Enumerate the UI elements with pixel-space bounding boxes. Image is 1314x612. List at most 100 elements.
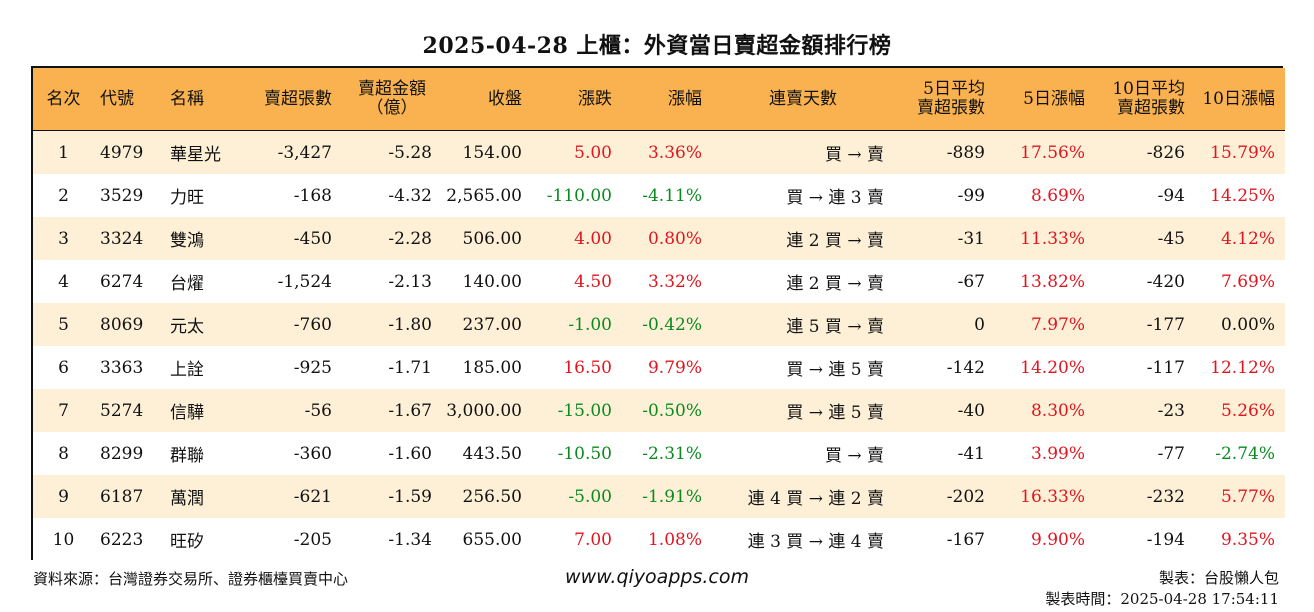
cell-streak: 連 3 買 → 連 4 賣 [712,518,894,561]
cell-sell-amount: -2.28 [342,217,442,260]
footer-source: 資料來源：台灣證券交易所、證券櫃檯買賣中心 [33,570,349,588]
cell-close: 3,000.00 [442,389,532,432]
cell-pct: -2.31% [622,432,712,475]
cell-pct: -0.42% [622,303,712,346]
cell-name: 萬潤 [164,475,246,518]
cell-sell-shares: -56 [246,389,342,432]
cell-pct: 3.36% [622,130,712,174]
cell-streak: 買 → 連 3 賣 [712,174,894,217]
header-avg10: 10日平均 賣超張數 [1095,68,1195,131]
cell-pct5: 14.20% [995,346,1095,389]
cell-pct5: 17.56% [995,130,1095,174]
cell-pct: -4.11% [622,174,712,217]
cell-sell-shares: -1,524 [246,260,342,303]
cell-avg10: -77 [1095,432,1195,475]
cell-avg10: -232 [1095,475,1195,518]
cell-pct10: 4.12% [1195,217,1285,260]
cell-pct5: 11.33% [995,217,1095,260]
header-name: 名稱 [164,68,246,131]
cell-close: 256.50 [442,475,532,518]
table-row: 6 3363 上詮 -925 -1.71 185.00 16.50 9.79% 買 → 連 5 … [33,346,1285,389]
cell-code: 3529 [94,174,164,217]
cell-pct5: 7.97% [995,303,1095,346]
cell-pct5: 3.99% [995,432,1095,475]
cell-code: 6274 [94,260,164,303]
cell-change: 5.00 [532,130,622,174]
cell-change: -10.50 [532,432,622,475]
cell-streak: 買 → 連 5 賣 [712,346,894,389]
header-pct10: 10日漲幅 [1195,68,1285,131]
cell-pct10: 5.77% [1195,475,1285,518]
cell-streak: 買 → 連 5 賣 [712,389,894,432]
cell-rank: 10 [33,518,94,561]
cell-streak: 連 2 買 → 賣 [712,217,894,260]
cell-name: 力旺 [164,174,246,217]
cell-change: -1.00 [532,303,622,346]
header-sell-amount-line2: （億） [366,98,418,118]
cell-change: -110.00 [532,174,622,217]
header-sell-shares: 賣超張數 [246,68,342,131]
cell-avg5: -67 [894,260,995,303]
cell-sell-shares: -621 [246,475,342,518]
cell-change: -5.00 [532,475,622,518]
ranking-table: 名次 代號 名稱 賣超張數 賣超金額 （億） 收盤 漲跌 漲幅 連賣天數 5日平… [31,66,1285,561]
cell-rank: 9 [33,475,94,518]
cell-avg10: -177 [1095,303,1195,346]
cell-sell-shares: -205 [246,518,342,561]
cell-rank: 6 [33,346,94,389]
cell-close: 506.00 [442,217,532,260]
cell-change: 7.00 [532,518,622,561]
cell-sell-shares: -3,427 [246,130,342,174]
cell-pct10: 5.26% [1195,389,1285,432]
cell-pct: 9.79% [622,346,712,389]
cell-pct10: 15.79% [1195,130,1285,174]
header-sell-amount: 賣超金額 （億） [342,68,442,131]
cell-avg5: -202 [894,475,995,518]
cell-pct: -0.50% [622,389,712,432]
cell-avg5: -167 [894,518,995,561]
cell-avg10: -117 [1095,346,1195,389]
footer-author: 製表：台股懶人包 [1158,569,1279,587]
cell-rank: 3 [33,217,94,260]
cell-name: 旺矽 [164,518,246,561]
cell-code: 8069 [94,303,164,346]
cell-rank: 4 [33,260,94,303]
cell-close: 443.50 [442,432,532,475]
header-avg5: 5日平均 賣超張數 [894,68,995,131]
cell-sell-amount: -1.34 [342,518,442,561]
cell-avg5: -889 [894,130,995,174]
header-avg5-line2: 賣超張數 [917,98,985,118]
footer-made-time: 製表時間：2025-04-28 17:54:11 [1045,590,1279,608]
cell-pct10: 0.00% [1195,303,1285,346]
cell-streak: 連 5 買 → 賣 [712,303,894,346]
cell-rank: 1 [33,130,94,174]
cell-pct5: 9.90% [995,518,1095,561]
cell-rank: 2 [33,174,94,217]
cell-code: 3324 [94,217,164,260]
cell-change: 4.00 [532,217,622,260]
header-rank: 名次 [33,68,94,131]
cell-name: 雙鴻 [164,217,246,260]
cell-sell-shares: -760 [246,303,342,346]
cell-pct10: 12.12% [1195,346,1285,389]
footer-website: www.qiyoapps.com [565,566,749,588]
cell-avg10: -94 [1095,174,1195,217]
header-pct: 漲幅 [622,68,712,131]
cell-close: 655.00 [442,518,532,561]
cell-streak: 連 2 買 → 賣 [712,260,894,303]
cell-close: 185.00 [442,346,532,389]
cell-close: 237.00 [442,303,532,346]
cell-pct: 1.08% [622,518,712,561]
cell-close: 154.00 [442,130,532,174]
cell-avg10: -826 [1095,130,1195,174]
cell-avg5: -142 [894,346,995,389]
table-row: 3 3324 雙鴻 -450 -2.28 506.00 4.00 0.80% 連 2 買 → 賣… [33,217,1285,260]
table-row: 9 6187 萬潤 -621 -1.59 256.50 -5.00 -1.91% 連 4 買 →… [33,475,1285,518]
cell-pct: -1.91% [622,475,712,518]
cell-streak: 連 4 買 → 連 2 賣 [712,475,894,518]
cell-pct5: 16.33% [995,475,1095,518]
cell-avg5: -31 [894,217,995,260]
cell-streak: 買 → 賣 [712,130,894,174]
cell-code: 6187 [94,475,164,518]
cell-name: 台燿 [164,260,246,303]
